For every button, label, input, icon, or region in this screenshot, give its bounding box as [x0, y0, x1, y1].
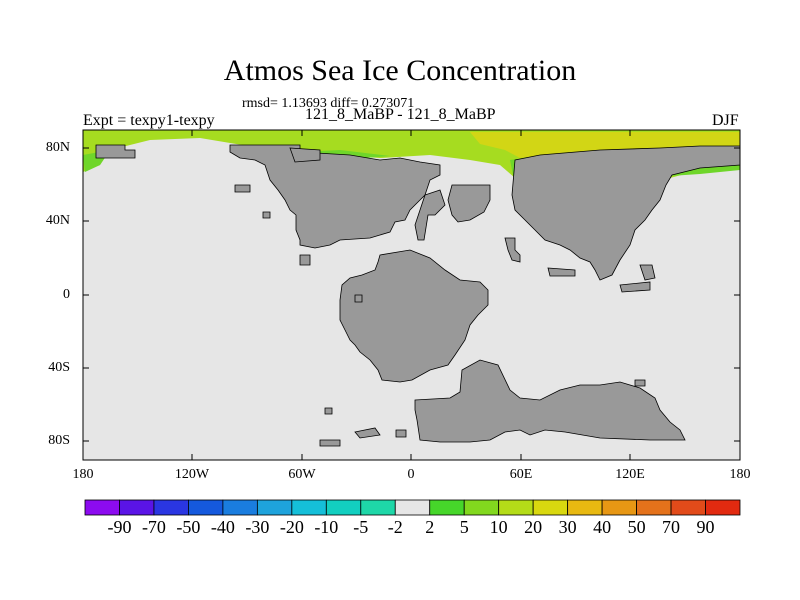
land-pacific-islands-a [504, 237, 521, 263]
colorbar-swatch [601, 499, 637, 516]
colorbar-swatch [119, 499, 155, 516]
colorbar-label: -70 [141, 517, 166, 537]
experiment-label: Expt = texpy1-texpy [83, 112, 215, 129]
land-north-polar-a [95, 144, 136, 159]
colorbar-label: 90 [696, 517, 715, 537]
colorbar-swatch [567, 499, 603, 516]
land-arctic-island [289, 147, 321, 163]
colorbar-swatch [188, 499, 224, 516]
colorbar-swatch [222, 499, 258, 516]
colorbar-swatch [463, 499, 500, 516]
lat-tick-label: 40S [48, 360, 70, 375]
lon-tick-label: 180 [72, 467, 94, 482]
colorbar-swatch [325, 499, 362, 516]
lat-tick-label: 80S [48, 433, 70, 448]
colorbar-label: 70 [662, 517, 681, 537]
land-antarctica [414, 359, 686, 443]
colorbar-swatch [256, 499, 293, 516]
lon-tick-label: 0 [407, 467, 415, 482]
lat-tick-label: 40N [45, 213, 70, 228]
colorbar-label: 20 [524, 517, 543, 537]
ice-band-yellow [470, 132, 740, 158]
land-sa-island-d [324, 407, 333, 415]
lat-tick-label: 0 [63, 287, 70, 302]
colorbar-label: 40 [593, 517, 612, 537]
land-small-d [634, 379, 646, 387]
colorbar-label: -20 [279, 517, 304, 537]
lon-tick-label: 60E [509, 467, 533, 482]
colorbar-label: 30 [558, 517, 577, 537]
land-pacific-islands-d [619, 281, 651, 293]
land-greenland [447, 184, 491, 223]
land-small-c [262, 211, 271, 219]
colorbar-label: -40 [210, 517, 235, 537]
colorbar-label: 50 [627, 517, 646, 537]
map-ticks [83, 130, 740, 460]
colorbar-swatch [153, 499, 189, 516]
lon-tick-label: 120W [174, 467, 210, 482]
lon-tick-label: 180 [729, 467, 751, 482]
colorbar-swatch [360, 499, 396, 516]
colorbar-swatch [429, 499, 465, 516]
land-small-b [234, 184, 251, 193]
land-north-america [229, 144, 441, 249]
colorbar-label: -50 [176, 517, 201, 537]
land-sa-island-a [319, 439, 341, 447]
rmsd-diff-subtitle: rmsd= 1.13693 diff= 0.273071 [242, 96, 415, 111]
colorbar-swatch [394, 499, 431, 516]
colorbar-swatch [705, 499, 741, 516]
land-sa-island-c [395, 429, 407, 438]
colorbar-swatch [670, 499, 706, 516]
land [95, 144, 741, 447]
colorbar-label: 10 [489, 517, 508, 537]
colorbar-label: -5 [353, 517, 369, 537]
period-label: 121_8_MaBP - 121_8_MaBP [305, 106, 496, 123]
land-europe-small [414, 189, 446, 241]
colorbar-label: 2 [425, 517, 435, 537]
land-sa-island-b [354, 427, 381, 439]
season-label: DJF [712, 112, 739, 129]
colorbar-label: 5 [459, 517, 469, 537]
colorbar-swatch [84, 499, 120, 516]
land-africa [339, 249, 489, 383]
lon-tick-label: 120E [615, 467, 645, 482]
land-pacific-islands-b [547, 267, 576, 277]
colorbar-label: -30 [245, 517, 270, 537]
colorbar-label: -90 [107, 517, 132, 537]
land-pacific-islands-c [639, 264, 656, 281]
colorbar [84, 499, 741, 516]
ice-band-green-c [670, 164, 740, 176]
land-small-e [354, 294, 363, 303]
colorbar-swatch [498, 499, 534, 516]
colorbar-swatch [532, 499, 569, 516]
lat-tick-label: 80N [45, 140, 70, 155]
land-eurasia [511, 145, 741, 281]
land-small-a [299, 254, 311, 266]
colorbar-swatch [291, 499, 327, 516]
colorbar-label: -10 [314, 517, 339, 537]
lon-tick-label: 60W [288, 467, 316, 482]
colorbar-label: -2 [387, 517, 403, 537]
colorbar-swatch [636, 499, 672, 516]
map-title: Atmos Sea Ice Concentration [223, 54, 577, 87]
